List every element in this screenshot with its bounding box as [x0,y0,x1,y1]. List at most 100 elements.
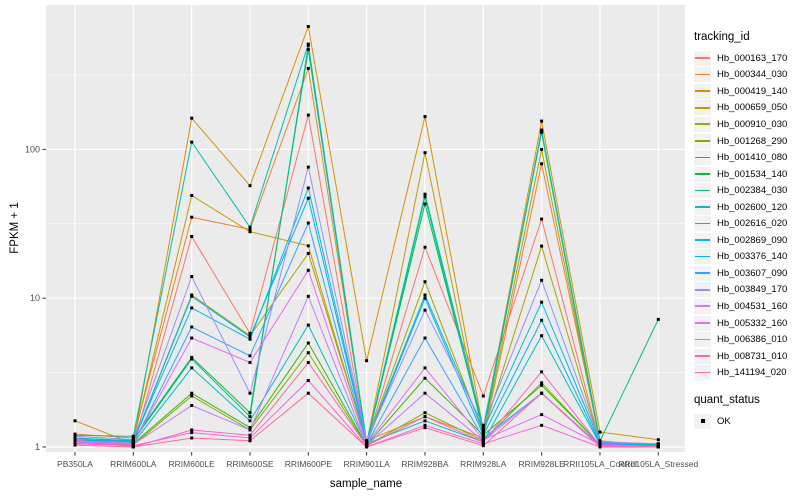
x-tick-label: RRIM600LA [110,459,157,469]
legend-item: Hb_000659_050 [694,100,800,117]
data-point [423,366,427,370]
legend-item: Hb_001268_290 [694,133,800,150]
data-point [190,366,194,370]
data-point [423,192,427,196]
data-point [190,436,194,440]
data-point [481,442,485,446]
legend-key-swatch [694,265,711,281]
x-tick-label: RRIM928LA [460,459,507,469]
legend-line-icon [695,272,710,274]
data-point [423,151,427,155]
data-point [540,162,544,166]
legend-label: Hb_001410_080 [717,152,788,164]
legend-label: Hb_003849_170 [717,284,788,296]
data-point [423,195,427,199]
data-point [248,428,252,432]
black-square-icon [700,419,705,424]
data-point [423,336,427,340]
legend-key-swatch [694,150,711,166]
data-point [190,235,194,238]
data-point [190,215,194,219]
data-point [540,318,544,322]
data-point [540,413,544,417]
data-point [190,428,194,432]
data-point [481,444,485,448]
data-point [248,230,252,234]
legend-line-icon [695,355,710,357]
data-point [306,351,310,355]
x-tick-label: RRIM901LA [343,459,390,469]
data-point [248,426,252,430]
data-point [423,391,427,395]
data-point [73,434,77,438]
data-point [73,438,77,442]
legend-item: Hb_008731_010 [694,348,800,365]
data-point [306,294,310,298]
data-point [190,306,194,310]
legend-label: Hb_003607_090 [717,267,788,279]
legend-item: Hb_003376_140 [694,249,800,266]
data-point [190,357,194,361]
data-point [481,423,485,427]
legend-line-icon [695,140,710,142]
data-point [306,391,310,395]
legend-title: tracking_id [694,31,750,43]
legend-line-icon [695,90,710,92]
data-point [423,115,427,119]
legend-item: Hb_006386_010 [694,331,800,348]
legend-item: Hb_003607_090 [694,265,800,282]
y-tick-label: 100 [25,144,40,154]
legend-label: Hb_000344_030 [717,69,788,81]
data-point [248,411,252,415]
legend-item: Hb_000910_030 [694,116,800,133]
data-point [540,423,544,427]
legend-label: Hb_005332_160 [717,317,788,329]
data-point [248,331,252,335]
data-point [365,439,369,443]
data-point [190,116,194,120]
data-point [73,419,77,423]
legend-item: Hb_004531_160 [694,298,800,315]
quant-legend-items: OK [694,413,800,430]
legend-line-icon [695,156,710,159]
legend-key-swatch [694,50,711,66]
data-point [248,361,252,364]
data-point [306,47,310,51]
data-point [423,415,427,419]
data-point [306,244,310,248]
data-point [248,439,252,443]
legend-key-swatch [694,348,711,364]
legend-line-icon [695,123,710,126]
data-point [481,428,485,432]
x-tick-label: RRIM600LE [169,459,216,469]
data-point [190,391,194,395]
legend-item: Hb_000344_030 [694,67,800,84]
legend: tracking_id Hb_000163_170 Hb_000344_030 Hb… [694,31,800,429]
legend-label: Hb_004531_160 [717,300,788,312]
data-point [248,184,252,188]
legend-item: Hb_002384_030 [694,182,800,199]
data-point [131,441,135,445]
data-point [248,433,252,437]
legend-label: Hb_000659_050 [717,102,788,114]
data-point [481,431,485,435]
legend-line-icon [695,371,710,374]
data-point [540,381,544,385]
data-point [656,317,660,321]
data-point [306,361,310,364]
data-point [190,355,194,359]
data-point [190,194,194,197]
legend-item: Hb_002600_120 [694,199,800,216]
data-point [248,337,252,341]
data-point [306,186,310,190]
data-point [656,438,660,442]
x-tick-label: RRIM928LE [518,459,565,469]
data-point [540,370,544,374]
legend-key-swatch [694,67,711,83]
legend-label: Hb_001534_140 [717,168,788,180]
data-point [190,275,194,278]
data-point [248,415,252,419]
legend-key-swatch [694,413,711,429]
x-tick-label: RRII105LA_Control [563,459,637,469]
legend-key-swatch [694,199,711,215]
